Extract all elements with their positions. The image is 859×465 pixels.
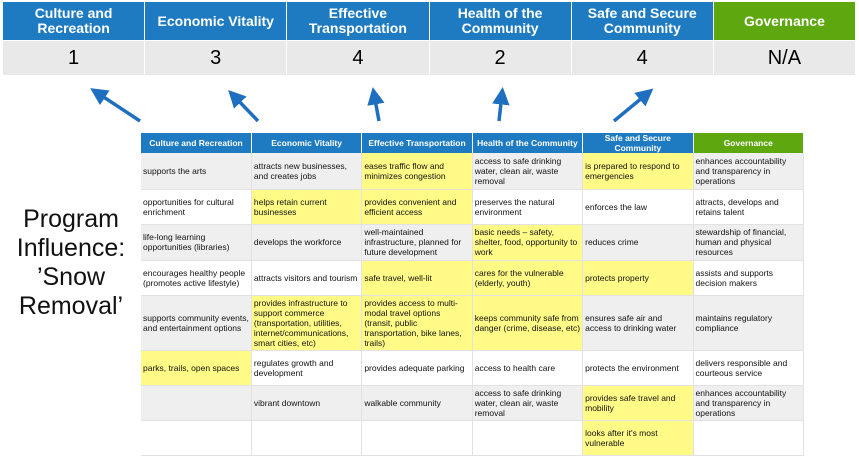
table-cell-highlighted: protects property	[582, 260, 694, 296]
table-cell: enhances accountability and transparency…	[693, 385, 805, 421]
table-cell-highlighted: basic needs – safety, shelter, food, opp…	[472, 224, 584, 261]
table-cell-highlighted: helps retain current businesses	[251, 189, 363, 225]
table-cell	[472, 420, 584, 456]
score-value-governance: N/A	[713, 40, 856, 75]
table-header: Governance	[693, 133, 805, 153]
table-cell: protects the environment	[582, 350, 694, 386]
table-cell: opportunities for cultural enrichment	[141, 189, 252, 225]
table-cell-highlighted: provides convenient and efficient access	[361, 189, 473, 225]
table-header: Effective Transportation	[361, 133, 473, 153]
table-cell-highlighted: eases traffic flow and minimizes congest…	[361, 153, 473, 190]
table-cell: stewardship of financial, human and phys…	[693, 224, 805, 261]
table-header: Safe and Secure Community	[582, 133, 694, 153]
table-cell: maintains regulatory compliance	[693, 295, 805, 351]
table-cell	[141, 385, 252, 421]
score-value-economic: 3	[145, 40, 288, 75]
table-cell-highlighted: keeps community safe from danger (crime,…	[472, 295, 584, 351]
table-header: Health of the Community	[472, 133, 584, 153]
score-header-governance: Governance	[713, 2, 856, 40]
table-cell: ensures safe air and access to drinking …	[582, 295, 694, 351]
table-row: supports community events, and entertain…	[141, 295, 805, 351]
table-row: opportunities for cultural enrichment hel…	[141, 189, 805, 225]
table-cell-highlighted: is prepared to respond to emergencies	[582, 153, 694, 190]
score-value-safety: 4	[571, 40, 714, 75]
table-cell: regulates growth and development	[251, 350, 363, 386]
influence-table: Culture and Recreation Economic Vitality E…	[141, 133, 805, 456]
table-header: Culture and Recreation	[141, 133, 252, 153]
arrows	[90, 87, 654, 123]
table-cell: vibrant downtown	[251, 385, 363, 421]
table-row: vibrant downtown walkable community access…	[141, 385, 805, 421]
score-header-economic: Economic Vitality	[145, 2, 288, 40]
table-cell: access to health care	[472, 350, 584, 386]
table-cell-highlighted: provides infrastructure to support comme…	[251, 295, 363, 351]
score-value-culture: 1	[3, 40, 146, 75]
table-cell: walkable community	[361, 385, 473, 421]
table-cell: supports the arts	[141, 153, 252, 190]
arrow-icon	[228, 89, 260, 123]
table-cell-highlighted: provides access to multi-modal travel op…	[361, 295, 473, 351]
score-value-health: 2	[429, 40, 572, 75]
table-cell: attracts new businesses, and creates job…	[251, 153, 363, 190]
score-header-transportation: Effective Transportation	[287, 2, 430, 40]
score-header-safety: Safe and Secure Community	[571, 2, 714, 40]
table-cell: assists and supports decision makers	[693, 260, 805, 296]
arrow-icon	[612, 88, 654, 123]
table-cell: enhances accountability and transparency…	[693, 153, 805, 190]
table-cell: access to safe drinking water, clean air…	[472, 385, 584, 421]
table-cell-highlighted: safe travel, well-lit	[361, 260, 473, 296]
table-cell-highlighted: looks after it's most vulnerable	[582, 420, 694, 456]
table-cell: well-maintained infrastructure, planned …	[361, 224, 473, 261]
table-cell	[361, 420, 473, 456]
table-cell-highlighted: cares for the vulnerable (elderly, youth…	[472, 260, 584, 296]
table-cell	[251, 420, 363, 456]
score-value-transportation: 4	[287, 40, 430, 75]
table-row: life-long learning opportunities (librar…	[141, 224, 805, 261]
table-row: parks, trails, open spaces regulates grow…	[141, 350, 805, 386]
score-header-health: Health of the Community	[429, 2, 572, 40]
table-cell: attracts visitors and tourism	[251, 260, 363, 296]
table-cell: provides adequate parking	[361, 350, 473, 386]
table-cell: life-long learning opportunities (librar…	[141, 224, 252, 261]
arrow-icon	[492, 87, 510, 122]
table-cell: delivers responsible and courteous servi…	[693, 350, 805, 386]
table-cell: attracts, develops and retains talent	[693, 189, 805, 225]
table-row: encourages healthy people (promotes acti…	[141, 260, 805, 296]
table-cell-highlighted: parks, trails, open spaces	[141, 350, 252, 386]
score-header-culture: Culture and Recreation	[3, 2, 146, 40]
table-row: supports the arts attracts new businesses…	[141, 153, 805, 190]
table-cell: access to safe drinking water, clean air…	[472, 153, 584, 190]
table-cell: enforces the law	[582, 189, 694, 225]
program-influence-label: Program Influence: ’Snow Removal’	[16, 205, 126, 320]
arrow-icon	[90, 88, 141, 123]
table-row: looks after it's most vulnerable	[141, 420, 805, 456]
table-cell: reduces crime	[582, 224, 694, 261]
table-header: Economic Vitality	[251, 133, 363, 153]
table-cell: supports community events, and entertain…	[141, 295, 252, 351]
score-summary: Culture and Recreation Economic Vitality…	[3, 2, 856, 75]
table-cell: encourages healthy people (promotes acti…	[141, 260, 252, 296]
table-cell	[693, 420, 805, 456]
arrow-icon	[367, 87, 385, 122]
table-cell-highlighted: provides safe travel and mobility	[582, 385, 694, 421]
table-cell: develops the workforce	[251, 224, 363, 261]
table-cell	[141, 420, 252, 456]
table-cell: preserves the natural environment	[472, 189, 584, 225]
